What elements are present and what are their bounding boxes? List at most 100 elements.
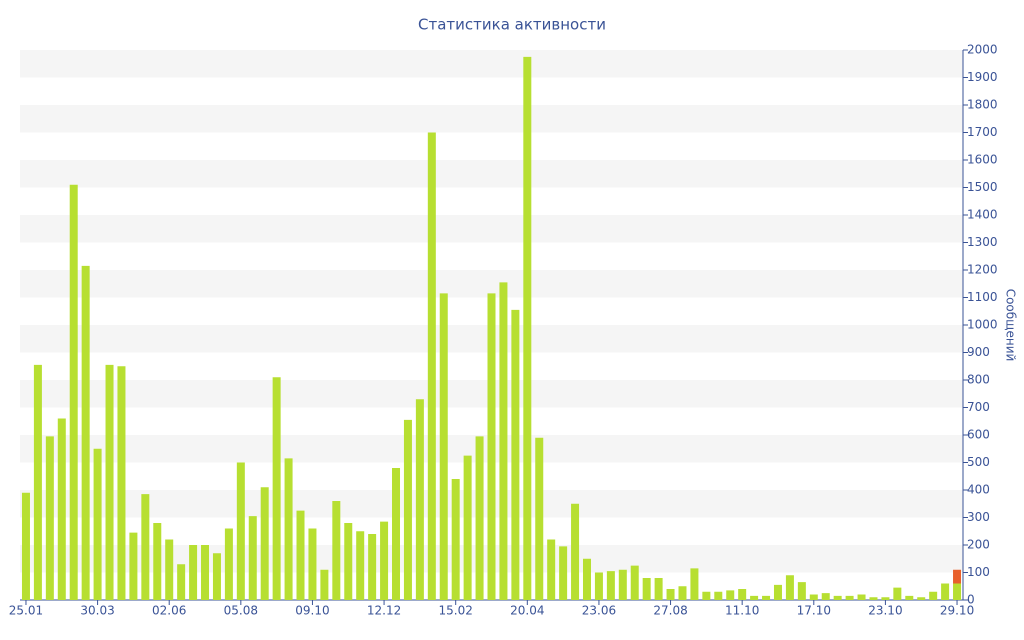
bar	[714, 591, 723, 600]
bar	[57, 418, 66, 600]
bar	[284, 458, 293, 600]
bar	[499, 282, 508, 600]
y-tick-label: 200	[967, 538, 990, 552]
y-tick-label: 1200	[967, 263, 998, 277]
bar	[869, 597, 878, 600]
bar	[224, 528, 233, 600]
bar	[893, 587, 902, 600]
bar	[69, 184, 78, 600]
y-tick-label: 1300	[967, 235, 998, 249]
bar	[129, 532, 138, 600]
bar	[953, 569, 962, 584]
bar	[738, 589, 747, 600]
y-tick-label: 2000	[967, 43, 998, 57]
bar	[308, 528, 317, 600]
x-tick-label: 30.03	[80, 604, 114, 618]
bar	[201, 545, 210, 600]
bar	[654, 578, 663, 600]
bar	[630, 565, 639, 600]
y-tick-label: 700	[967, 400, 990, 414]
x-tick-label: 05.08	[224, 604, 258, 618]
y-tick-label: 1900	[967, 70, 998, 84]
bar	[559, 546, 568, 600]
bar	[380, 521, 389, 600]
y-tick-label: 300	[967, 510, 990, 524]
grid-band	[20, 105, 963, 133]
x-tick-label: 20.04	[510, 604, 544, 618]
bar	[105, 364, 114, 600]
bar	[773, 584, 782, 600]
bar	[702, 591, 711, 600]
bar	[392, 468, 401, 600]
bar	[547, 539, 556, 600]
x-tick-label: 29.10	[940, 604, 974, 618]
y-tick-label: 800	[967, 373, 990, 387]
y-tick-label: 0	[967, 593, 975, 607]
bar	[320, 569, 329, 600]
x-tick-label: 11.10	[725, 604, 759, 618]
bar	[487, 293, 496, 600]
x-tick-label: 27.08	[653, 604, 687, 618]
y-tick-label: 1000	[967, 318, 998, 332]
bar	[511, 309, 520, 600]
bar	[212, 553, 221, 600]
x-tick-label: 25.01	[9, 604, 43, 618]
bar	[189, 545, 198, 600]
bar	[21, 492, 30, 600]
bar	[344, 523, 353, 600]
bar	[535, 437, 544, 600]
bar	[917, 597, 926, 600]
bar	[236, 462, 245, 600]
x-tick-label: 23.10	[868, 604, 902, 618]
y-tick-label: 1700	[967, 125, 998, 139]
y-tick-label: 500	[967, 455, 990, 469]
bar	[141, 494, 150, 600]
bar	[582, 558, 591, 600]
bar	[463, 455, 472, 600]
bar	[953, 583, 962, 600]
bar	[594, 572, 603, 600]
y-axis-label: Сообщений	[1004, 289, 1018, 362]
bar	[785, 575, 794, 600]
bar	[523, 56, 532, 600]
bar	[666, 589, 675, 600]
bar	[845, 595, 854, 600]
bar	[33, 364, 42, 600]
bar	[45, 436, 54, 600]
bar	[642, 578, 651, 600]
chart-title: Статистика активности	[418, 16, 606, 34]
y-tick-label: 400	[967, 483, 990, 497]
bar	[475, 436, 484, 600]
bar	[368, 534, 377, 600]
bar	[821, 593, 830, 600]
y-tick-label: 1600	[967, 153, 998, 167]
y-tick-label: 1800	[967, 98, 998, 112]
bar	[618, 569, 627, 600]
bar	[726, 590, 735, 600]
bar	[941, 583, 950, 600]
bar	[451, 479, 460, 600]
bar	[415, 399, 424, 600]
bar	[809, 594, 818, 600]
bar	[165, 539, 174, 600]
bar	[905, 595, 914, 600]
x-tick-label: 09.10	[295, 604, 329, 618]
x-tick-label: 17.10	[797, 604, 831, 618]
bar	[606, 571, 615, 600]
grid-band	[20, 160, 963, 188]
bar	[296, 510, 305, 600]
y-tick-label: 900	[967, 345, 990, 359]
bar	[93, 448, 102, 600]
x-tick-label: 12.12	[367, 604, 401, 618]
bar	[762, 595, 771, 600]
grid-band	[20, 215, 963, 243]
x-tick-label: 23.06	[582, 604, 616, 618]
bar	[177, 564, 186, 600]
bar	[750, 595, 759, 600]
y-tick-label: 100	[967, 565, 990, 579]
bar	[272, 377, 281, 600]
bar	[248, 516, 257, 600]
bar	[833, 595, 842, 600]
bar	[797, 582, 806, 600]
